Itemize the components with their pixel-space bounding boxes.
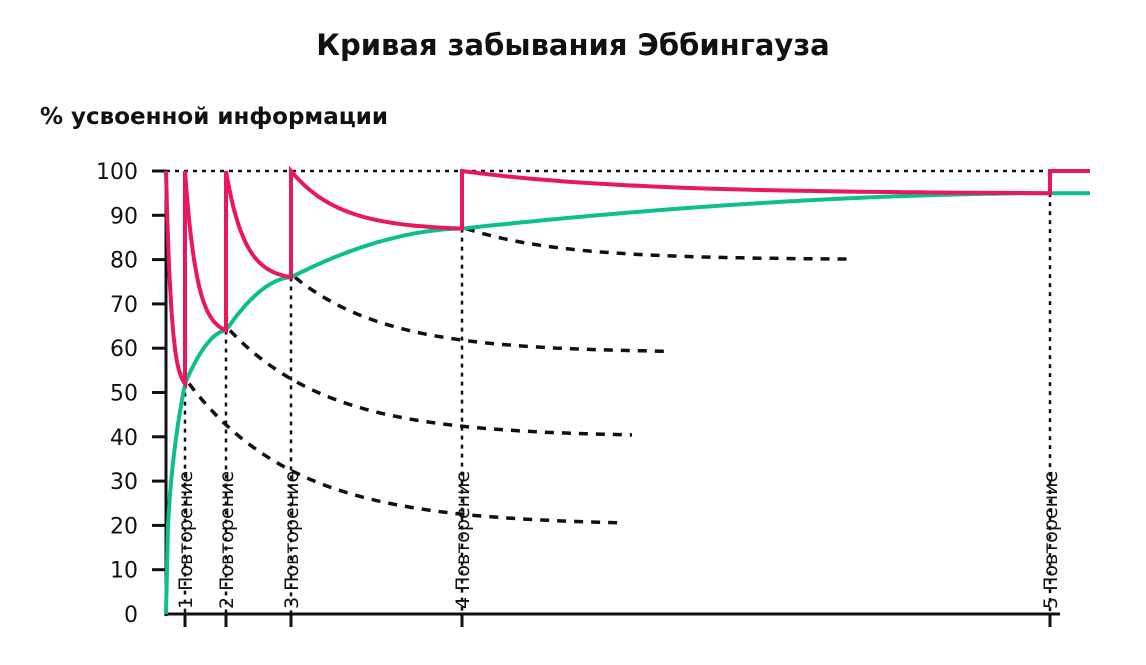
y-tick-label: 20 [110,514,138,539]
forgetting-curve-dashed [465,226,850,261]
forgetting-curve-dashed [187,382,621,525]
y-tick-label: 40 [110,426,138,451]
repetition-label: 4 Повторение [452,471,474,609]
y-axis-label: % усвоенной информации [40,104,389,130]
y-tick-label: 70 [110,293,138,318]
y-tick-label: 50 [110,382,138,407]
y-tick-label: 80 [110,249,138,274]
retention-envelope-curve [164,191,1090,615]
repetition-label: 2 Повторение [216,471,238,609]
repetition-label: 1 Повторение [175,471,197,609]
y-tick-label: 60 [110,337,138,362]
retention-with-repetition-curve [164,165,1090,390]
y-tick-label: 10 [110,559,138,584]
repetition-label: 5 Повторение [1040,471,1062,609]
repetition-label: 3 Повторение [281,471,303,609]
y-tick-label: 30 [110,470,138,495]
y-tick-label: 0 [124,603,138,628]
y-tick-label: 90 [110,204,138,229]
y-tick-label: 100 [96,160,138,185]
forgetting-curve-dashed [228,329,633,437]
chart-title: Кривая забывания Эббингауза [316,28,830,62]
forgetting-curve-dashed [293,275,669,354]
